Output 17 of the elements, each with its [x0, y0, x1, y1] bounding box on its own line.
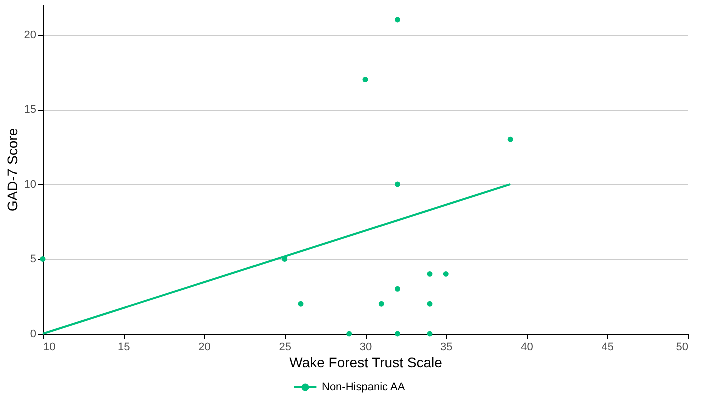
y-tick-label: 20	[24, 29, 36, 42]
x-tick-label: 25	[279, 342, 292, 354]
y-tick-label: 5	[30, 254, 36, 266]
legend-label: Non-Hispanic AA	[322, 382, 406, 394]
x-tick-label: 40	[521, 342, 534, 354]
x-tick-label: 20	[198, 342, 211, 354]
x-tick-label: 50	[676, 342, 688, 354]
x-tick-label: 30	[360, 342, 372, 354]
x-tick-label: 15	[118, 342, 130, 354]
x-tick-label: 35	[440, 342, 453, 354]
y-tick-label: 0	[30, 328, 36, 340]
y-axis-title: GAD-7 Score	[4, 128, 20, 212]
y-tick-label: 15	[24, 104, 36, 116]
x-tick-label: 10	[44, 342, 56, 354]
y-tick-label: 10	[24, 178, 36, 191]
x-tick-label: 45	[602, 342, 614, 354]
x-axis-title: Wake Forest Trust Scale	[290, 354, 443, 370]
